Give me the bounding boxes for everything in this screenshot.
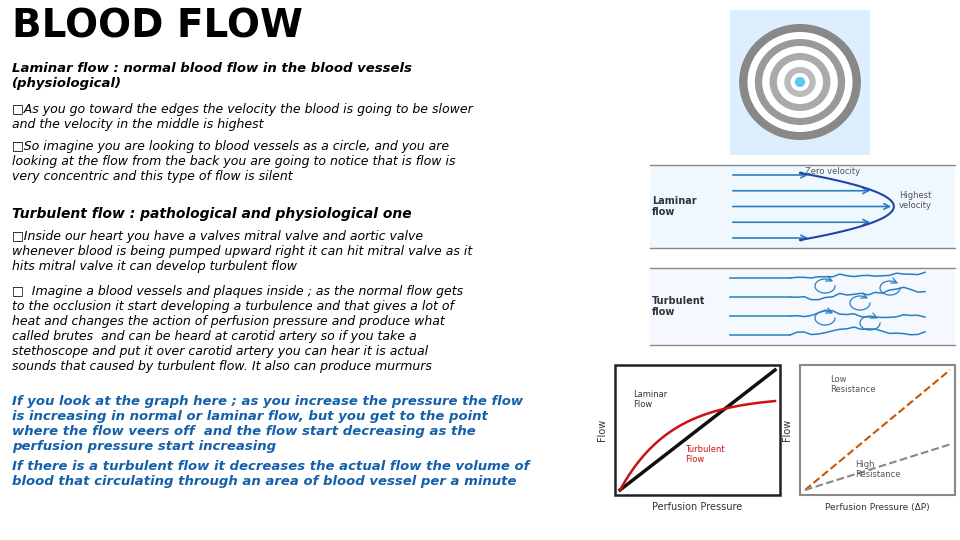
Text: If you look at the graph here ; as you increase the pressure the flow
is increas: If you look at the graph here ; as you i… (12, 395, 523, 453)
Ellipse shape (755, 39, 845, 125)
Ellipse shape (784, 67, 816, 97)
Text: BLOOD FLOW: BLOOD FLOW (12, 8, 302, 46)
Ellipse shape (777, 60, 823, 104)
Text: Low
Resistance: Low Resistance (830, 375, 876, 394)
Ellipse shape (762, 46, 838, 118)
Text: Laminar
Flow: Laminar Flow (633, 390, 667, 409)
Text: Turbulent
flow: Turbulent flow (652, 296, 706, 318)
Bar (650, 165, 955, 248)
Text: Laminar flow : normal blood flow in the blood vessels
(physiological): Laminar flow : normal blood flow in the … (12, 62, 412, 90)
Bar (730, 10, 870, 155)
Text: Turbulent
Flow: Turbulent Flow (685, 445, 725, 464)
Bar (650, 268, 955, 345)
Text: Perfusion Pressure: Perfusion Pressure (653, 502, 743, 512)
Ellipse shape (770, 53, 830, 111)
Text: If there is a turbulent flow it decreases the actual flow the volume of
blood th: If there is a turbulent flow it decrease… (12, 460, 529, 488)
Text: High
Resistance: High Resistance (855, 460, 900, 480)
Text: Perfusion Pressure (ΔP): Perfusion Pressure (ΔP) (826, 503, 930, 512)
Text: Highest
velocity: Highest velocity (899, 191, 932, 210)
Ellipse shape (795, 77, 805, 87)
Text: □So imagine you are looking to blood vessels as a circle, and you are
looking at: □So imagine you are looking to blood ves… (12, 140, 455, 183)
Text: Flow: Flow (782, 419, 792, 441)
Bar (615, 365, 780, 495)
Ellipse shape (748, 32, 852, 132)
Text: □As you go toward the edges the velocity the blood is going to be slower
and the: □As you go toward the edges the velocity… (12, 103, 472, 131)
Text: □Inside our heart you have a valves mitral valve and aortic valve
whenever blood: □Inside our heart you have a valves mitr… (12, 230, 472, 273)
Ellipse shape (790, 73, 809, 91)
Bar (800, 365, 955, 495)
Text: Zero velocity: Zero velocity (805, 167, 860, 176)
Ellipse shape (739, 24, 861, 140)
Text: Laminar
flow: Laminar flow (652, 195, 697, 217)
Text: Turbulent flow : pathological and physiological one: Turbulent flow : pathological and physio… (12, 207, 412, 221)
Text: □  Imagine a blood vessels and plaques inside ; as the normal flow gets
to the o: □ Imagine a blood vessels and plaques in… (12, 285, 463, 373)
Text: Flow: Flow (597, 419, 607, 441)
